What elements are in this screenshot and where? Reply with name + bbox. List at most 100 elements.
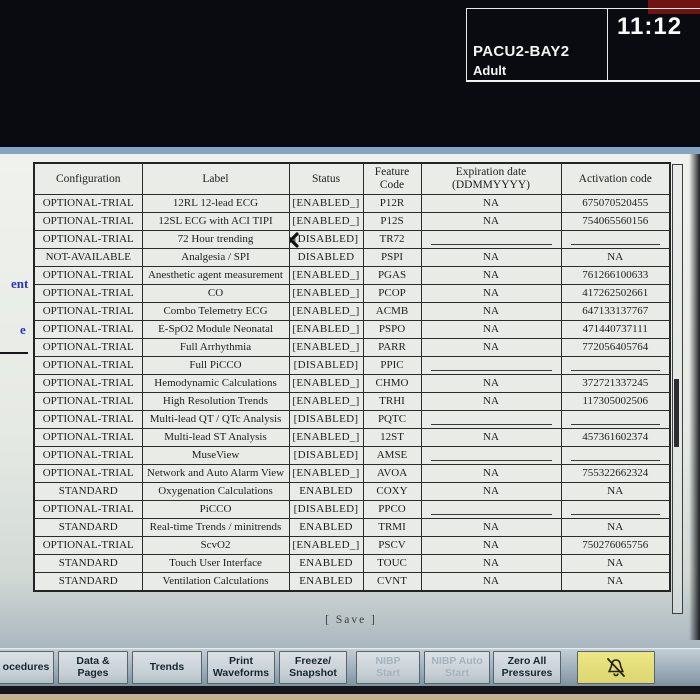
table-row: STANDARD Real-time Trends / minitrends E… — [33, 518, 671, 537]
expiration-cell[interactable] — [420, 230, 562, 249]
status-cell[interactable]: ENABLED — [288, 554, 364, 573]
expiration-cell[interactable]: NA — [420, 266, 562, 285]
cut-off-menu-divider — [0, 352, 28, 354]
zero-all-pressures-button[interactable]: Zero All Pressures — [493, 651, 561, 684]
feature-code-cell: PQTC — [362, 410, 422, 429]
expiration-cell[interactable]: NA — [420, 464, 562, 483]
activation-code-cell[interactable] — [560, 500, 671, 519]
freeze-snapshot-button[interactable]: Freeze/ Snapshot — [279, 651, 347, 684]
expiration-cell[interactable]: NA — [420, 554, 562, 573]
expiration-cell[interactable]: NA — [420, 572, 562, 592]
status-cell[interactable]: [ENABLED_] — [288, 392, 364, 411]
expiration-cell[interactable]: NA — [420, 302, 562, 321]
print-waveforms-button[interactable]: Print Waveforms — [207, 651, 275, 684]
status-cell[interactable]: [ENABLED_] — [288, 266, 364, 285]
table-row: OPTIONAL-TRIAL Multi-lead QT / QTc Analy… — [33, 410, 671, 429]
expiration-cell[interactable] — [420, 446, 562, 465]
status-cell[interactable]: [ENABLED_] — [288, 374, 364, 393]
label-cell: PiCCO — [141, 500, 290, 519]
configuration-cell: OPTIONAL-TRIAL — [33, 338, 143, 357]
status-cell[interactable]: [ENABLED_] — [288, 428, 364, 447]
status-cell[interactable]: [ENABLED_] — [288, 320, 364, 339]
trends-button[interactable]: Trends — [132, 651, 202, 684]
scrollbar-thumb[interactable] — [674, 379, 679, 447]
expiration-cell[interactable]: NA — [420, 212, 562, 231]
status-cell[interactable]: ENABLED — [288, 572, 364, 592]
expiration-cell[interactable]: NA — [420, 374, 562, 393]
expiration-cell[interactable]: NA — [420, 482, 562, 501]
patient-info-box[interactable]: PACU2-BAY2 Adult 11:12 — [466, 8, 700, 82]
status-cell[interactable]: [DISABLED] — [288, 356, 364, 375]
configuration-cell: STANDARD — [33, 554, 143, 573]
status-cell[interactable]: [ENABLED_] — [288, 212, 364, 231]
activation-code-cell[interactable]: 647133137767 — [560, 302, 671, 321]
activation-code-cell[interactable]: NA — [560, 554, 671, 573]
bezel-dark-strip — [0, 686, 700, 694]
expiration-cell[interactable] — [420, 410, 562, 429]
status-cell[interactable]: [ENABLED_] — [288, 464, 364, 483]
expiration-cell[interactable] — [420, 356, 562, 375]
nibp-auto-start-button: NIBP Auto Start — [424, 651, 490, 684]
expiration-cell[interactable]: NA — [420, 194, 562, 213]
status-cell[interactable]: ENABLED — [288, 518, 364, 537]
status-cell[interactable]: [ENABLED_] — [288, 536, 364, 555]
activation-code-cell[interactable]: 772056405764 — [560, 338, 671, 357]
status-cell[interactable]: [ENABLED_] — [288, 302, 364, 321]
activation-code-cell[interactable]: NA — [560, 572, 671, 592]
screen-edge-shadow — [689, 154, 700, 640]
expiration-cell[interactable]: NA — [420, 284, 562, 303]
save-button[interactable]: [ Save ] — [325, 614, 377, 626]
expiration-cell[interactable] — [420, 500, 562, 519]
status-cell[interactable]: [ENABLED_] — [288, 284, 364, 303]
expiration-cell[interactable]: NA — [420, 338, 562, 357]
activation-code-cell[interactable]: 457361602374 — [560, 428, 671, 447]
activation-code-cell[interactable]: 471440737111 — [560, 320, 671, 339]
activation-code-cell[interactable] — [560, 410, 671, 429]
expiration-cell[interactable]: NA — [420, 392, 562, 411]
activation-code-cell[interactable]: 750276065756 — [560, 536, 671, 555]
alarm-silence-bell-icon — [607, 657, 625, 677]
scrollbar[interactable] — [672, 164, 683, 614]
status-cell[interactable]: [ENABLED_] — [288, 194, 364, 213]
status-cell[interactable]: [DISABLED] — [288, 446, 364, 465]
monitor-top-bar: PACU2-BAY2 Adult 11:12 — [0, 0, 700, 147]
empty-field-line — [430, 361, 552, 371]
label-cell: 12SL ECG with ACI TIPI — [141, 212, 290, 231]
configuration-cell: NOT-AVAILABLE — [33, 248, 143, 267]
data-pages-button[interactable]: Data & Pages — [58, 651, 128, 684]
status-cell[interactable]: [DISABLED] — [288, 500, 364, 519]
activation-code-cell[interactable]: NA — [560, 482, 671, 501]
activation-code-cell[interactable]: 755322662324 — [560, 464, 671, 483]
activation-code-cell[interactable] — [560, 230, 671, 249]
activation-code-cell[interactable]: 675070520455 — [560, 194, 671, 213]
alarm-status-bar — [648, 0, 700, 14]
label-cell: Hemodynamic Calculations — [141, 374, 290, 393]
activation-code-cell[interactable]: 417262502661 — [560, 284, 671, 303]
status-cell[interactable]: [DISABLED] — [288, 230, 364, 249]
expiration-cell[interactable]: NA — [420, 320, 562, 339]
table-row: OPTIONAL-TRIAL Hemodynamic Calculations … — [33, 374, 671, 393]
expiration-cell[interactable]: NA — [420, 248, 562, 267]
alarm-silence-button[interactable] — [577, 651, 655, 684]
expiration-cell[interactable]: NA — [420, 536, 562, 555]
activation-code-cell[interactable]: NA — [560, 518, 671, 537]
status-cell[interactable]: DISABLED — [288, 248, 364, 267]
status-cell[interactable]: ENABLED — [288, 482, 364, 501]
activation-code-cell[interactable]: NA — [560, 248, 671, 267]
status-cell[interactable]: [ENABLED_] — [288, 338, 364, 357]
column-header-status: Status — [288, 162, 364, 195]
status-cell[interactable]: [DISABLED] — [288, 410, 364, 429]
activation-code-cell[interactable]: 761266100633 — [560, 266, 671, 285]
empty-field-line — [430, 235, 552, 245]
activation-code-cell[interactable] — [560, 446, 671, 465]
activation-code-cell[interactable] — [560, 356, 671, 375]
clock: 11:12 — [617, 13, 683, 40]
expiration-cell[interactable]: NA — [420, 428, 562, 447]
activation-code-cell[interactable]: 754065560156 — [560, 212, 671, 231]
divider — [607, 9, 608, 80]
activation-code-cell[interactable]: 117305002506 — [560, 392, 671, 411]
feature-code-cell: CHMO — [362, 374, 422, 393]
activation-code-cell[interactable]: 372721337245 — [560, 374, 671, 393]
procedures-button[interactable]: ocedures — [0, 651, 54, 684]
expiration-cell[interactable]: NA — [420, 518, 562, 537]
